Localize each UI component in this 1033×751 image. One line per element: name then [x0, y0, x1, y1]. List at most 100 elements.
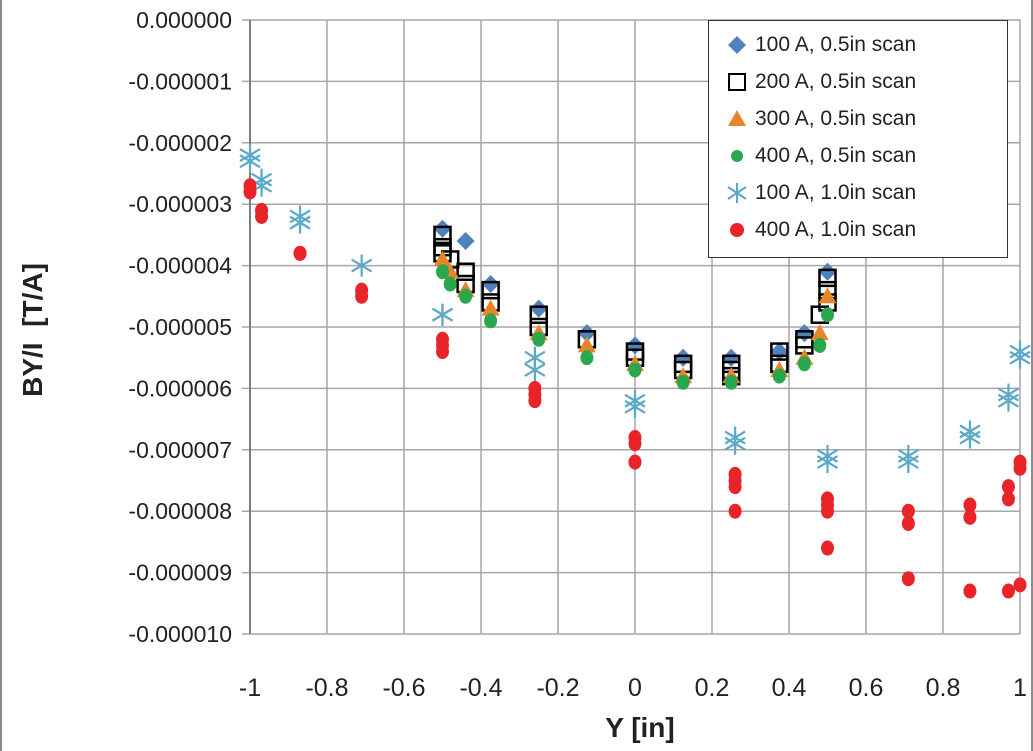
triangle-marker-icon [728, 110, 746, 126]
legend-label: 100 A, 1.0in scan [755, 181, 917, 204]
y-tick-label: -0.000005 [128, 314, 232, 340]
asterisk-point [524, 358, 546, 381]
x-axis-title: Y [in] [605, 712, 674, 743]
asterisk-point [959, 426, 981, 449]
chart-frame-left [0, 0, 2, 751]
asterisk-point [289, 211, 311, 234]
y-tick-label: -0.000003 [128, 191, 232, 217]
x-tick-label: -0.4 [459, 674, 502, 702]
diamond-point [481, 275, 500, 294]
circle-point [580, 350, 594, 366]
circle-point [728, 479, 742, 495]
circle-point [628, 436, 642, 452]
triangle-point [481, 299, 500, 316]
diamond-point [456, 232, 475, 251]
circle-point [628, 454, 642, 470]
circle-point [293, 245, 307, 261]
x-tick-label: 0.8 [926, 674, 961, 702]
x-tick-label: 0.4 [772, 674, 807, 702]
x-tick-label: -1 [239, 674, 261, 702]
asterisk-point [1009, 346, 1031, 369]
y-tick-label: -0.000010 [128, 621, 232, 647]
legend-item: 300 A, 0.5in scan [723, 101, 916, 137]
circle-point [797, 356, 811, 372]
y-tick-label: -0.000004 [128, 253, 232, 279]
circle-point [1001, 491, 1015, 507]
circle-point [1001, 479, 1015, 495]
circle-point [255, 208, 269, 224]
diamond-point [818, 262, 837, 281]
y-tick-label: -0.000008 [128, 498, 232, 524]
diamond-point [433, 219, 452, 238]
asterisk-point [997, 389, 1020, 412]
diamond-point [722, 348, 741, 367]
diamond-point [674, 348, 693, 367]
circle-point [436, 344, 449, 360]
x-tick-label: -0.2 [536, 674, 579, 702]
diamond-marker-icon [728, 36, 746, 54]
asterisk-stroke [724, 436, 746, 451]
circle-point [724, 374, 738, 390]
diamond-point [529, 299, 548, 318]
y-tick-label: 0.000000 [136, 7, 232, 33]
x-tick-label: 1 [1013, 674, 1027, 702]
asterisk-stroke [1009, 350, 1031, 365]
data-points [239, 144, 1031, 599]
legend-label: 400 A, 1.0in scan [755, 218, 917, 241]
legend-item: 100 A, 0.5in scan [723, 27, 916, 63]
y-tick-label: -0.000006 [128, 375, 232, 401]
y-axis-title: BY/I [T/A] [17, 263, 48, 397]
asterisk-marker-icon [727, 183, 747, 203]
asterisk-stroke [997, 393, 1020, 408]
square-point [456, 262, 475, 281]
diamond-point [626, 336, 644, 355]
circle-point [821, 307, 834, 323]
triangle-point [810, 324, 829, 341]
square-point [433, 225, 452, 245]
y-tick-label: -0.000001 [128, 68, 232, 94]
circle-point [528, 393, 542, 409]
asterisk-stroke [816, 455, 839, 470]
circle-point [459, 288, 473, 304]
legend-label: 200 A, 0.5in scan [755, 70, 917, 93]
circle-point [532, 331, 546, 347]
x-tick-label: 0 [628, 674, 642, 702]
circle-point [1013, 577, 1027, 593]
x-tick-label: -0.8 [305, 674, 348, 702]
open-square-marker-icon [728, 73, 746, 91]
green-circle-marker-icon [731, 150, 743, 162]
asterisk-point [816, 451, 839, 474]
legend-item: 100 A, 1.0in scan [723, 175, 916, 211]
x-tick-label: 0.2 [695, 674, 730, 702]
asterisk-stroke [897, 455, 919, 470]
legend-label: 100 A, 0.5in scan [755, 33, 917, 56]
square-point [770, 342, 789, 361]
x-tick-label: -0.6 [382, 674, 425, 702]
circle-point [821, 503, 834, 519]
circle-point [813, 337, 827, 353]
circle-point [1013, 460, 1027, 476]
legend-item: 400 A, 1.0in scan [723, 212, 916, 248]
diamond-point [770, 342, 789, 361]
circle-point [355, 288, 369, 304]
square-point [529, 305, 548, 324]
circle-point [963, 497, 977, 513]
x-tick-label: 0.6 [849, 674, 884, 702]
circle-point [443, 276, 457, 292]
square-point [818, 268, 837, 288]
y-tick-label: -0.000002 [128, 130, 232, 156]
circle-point [821, 540, 834, 556]
diamond-point [577, 324, 596, 343]
square-point [481, 280, 500, 300]
asterisk-point [239, 150, 261, 173]
asterisk-stroke [959, 430, 981, 445]
triangle-point [433, 250, 452, 267]
y-tick-label: -0.000007 [128, 437, 232, 463]
circle-point [772, 368, 786, 384]
asterisk-stroke [624, 399, 646, 414]
asterisk-stroke [431, 307, 454, 322]
circle-point [676, 374, 690, 390]
legend-label: 300 A, 0.5in scan [755, 107, 917, 130]
circle-point [963, 583, 977, 599]
triangle-point [577, 336, 596, 353]
